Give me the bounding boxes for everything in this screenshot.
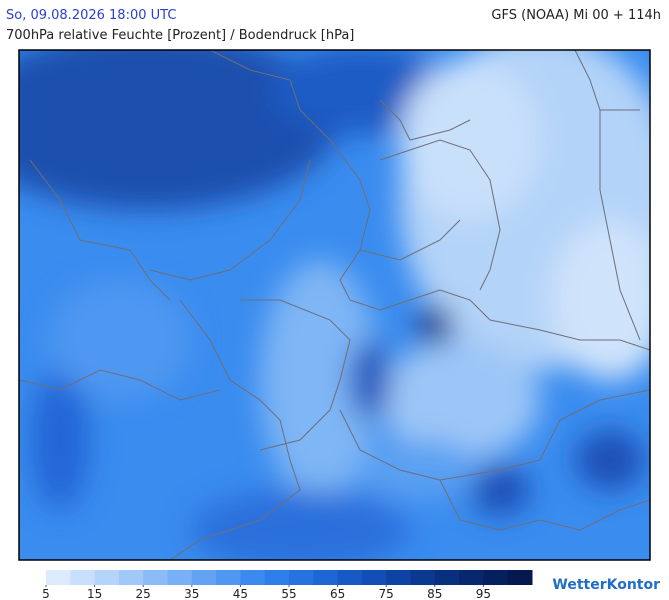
legend-tick-label: 95 [476, 587, 491, 600]
legend-swatch [459, 570, 484, 585]
legend-swatch [118, 570, 144, 585]
legend-swatch [264, 570, 290, 585]
map-frame [18, 49, 651, 561]
legend-tick-label: 65 [330, 587, 345, 600]
legend-swatch [240, 570, 266, 585]
legend-tick-label: 35 [184, 587, 199, 600]
legend-tick-label: 75 [379, 587, 394, 600]
legend-swatch [46, 570, 71, 585]
legend-swatch [361, 570, 387, 585]
legend-swatch [70, 570, 96, 585]
logo: WetterKontor [552, 577, 660, 593]
legend-swatch [507, 570, 533, 585]
legend-tick-label: 85 [427, 587, 442, 600]
colorbar: 5 15 25 35 45 55 65 75 85 95 [42, 570, 533, 600]
datetime: So, 09.08.2026 18:00 UTC [6, 8, 176, 23]
model-run: GFS (NOAA) Mi 00 + 114h [491, 8, 661, 23]
legend-swatch [167, 570, 193, 585]
legend-tick-label: 25 [136, 587, 151, 600]
map [19, 50, 650, 560]
legend-swatch [386, 570, 411, 585]
legend-swatch [289, 570, 314, 585]
map-title: 700hPa relative Feuchte [Prozent] / Bode… [6, 28, 354, 43]
legend-swatch [410, 570, 436, 585]
legend-swatch [313, 570, 339, 585]
legend-tick-label: 5 [42, 587, 50, 600]
legend-swatch [94, 570, 120, 585]
legend-swatch [434, 570, 460, 585]
legend-swatch [337, 570, 363, 585]
legend-tick-label: 55 [281, 587, 296, 600]
legend-tick-label: 45 [233, 587, 248, 600]
legend-swatch [143, 570, 168, 585]
legend-tick-label: 15 [87, 587, 102, 600]
legend-swatch [483, 570, 509, 585]
legend-swatch [191, 570, 217, 585]
legend-swatch [216, 570, 241, 585]
